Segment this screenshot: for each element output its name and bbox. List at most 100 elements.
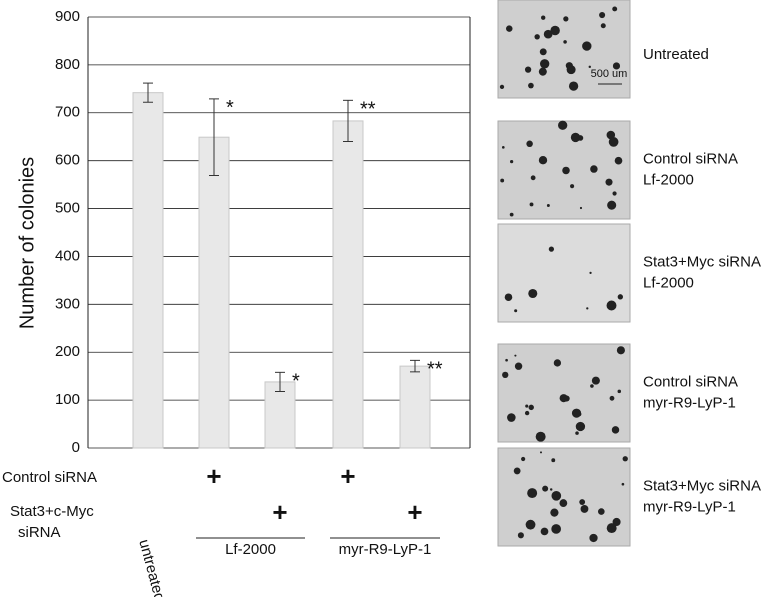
treatment-mark: + <box>340 461 355 491</box>
y-tick-label: 500 <box>55 200 80 217</box>
colony <box>579 206 583 210</box>
y-tick-label: 300 <box>55 295 80 312</box>
y-tick-label: 900 <box>55 8 80 25</box>
colony <box>538 67 547 76</box>
treatment-label: Stat3+c-Myc <box>10 503 94 520</box>
colony <box>499 84 505 90</box>
colony <box>541 15 546 20</box>
colony <box>510 159 514 164</box>
micrograph <box>497 0 631 99</box>
colony <box>525 404 529 408</box>
y-tick-label: 100 <box>55 391 80 408</box>
y-axis-label: Number of colonies <box>16 157 38 329</box>
error-bar <box>209 98 219 177</box>
y-tick-label: 400 <box>55 247 80 264</box>
colony <box>606 523 617 534</box>
colony <box>612 62 621 70</box>
colony <box>539 59 550 69</box>
colony <box>582 41 592 51</box>
significance: ** <box>427 359 443 381</box>
panel-label: Stat3+Myc siRNA <box>643 477 761 494</box>
error-bar <box>275 371 285 392</box>
colony <box>612 6 618 12</box>
panel-label: Stat3+Myc siRNA <box>643 253 761 270</box>
colony <box>563 40 567 44</box>
colony <box>538 156 548 165</box>
y-tick-label: 200 <box>55 343 80 360</box>
significance: * <box>226 97 234 119</box>
colony <box>600 23 606 29</box>
colony <box>558 120 568 130</box>
colony <box>502 371 509 379</box>
colony <box>524 410 530 416</box>
significance: * <box>292 371 300 393</box>
group-label: myr-R9-LyP-1 <box>339 541 432 558</box>
bar <box>132 92 164 449</box>
colony <box>529 202 534 207</box>
colony <box>599 12 606 19</box>
colony <box>550 508 559 517</box>
colony <box>521 456 526 462</box>
treatment-mark: + <box>272 497 287 527</box>
treatment-mark: + <box>206 461 221 491</box>
micrograph <box>497 343 631 443</box>
colony <box>528 404 534 411</box>
colony <box>617 389 622 394</box>
colony <box>621 482 625 486</box>
colony <box>598 508 605 515</box>
colony <box>548 246 555 252</box>
colony <box>546 204 550 207</box>
panel-label: Lf-2000 <box>643 171 694 188</box>
colony <box>549 488 553 491</box>
colony <box>571 408 582 418</box>
colony <box>568 81 579 91</box>
panel-label: Control siRNA <box>643 150 738 167</box>
bar <box>198 136 230 449</box>
colony <box>509 212 514 217</box>
colony <box>562 166 570 175</box>
colony <box>609 395 615 401</box>
treatment-mark: + <box>407 497 422 527</box>
colony <box>606 300 617 311</box>
colony <box>528 288 538 299</box>
colony <box>534 34 540 40</box>
y-tick-label: 600 <box>55 152 80 169</box>
colony <box>551 491 562 501</box>
colony <box>617 294 624 300</box>
error-bar <box>143 82 153 103</box>
colony <box>591 376 600 385</box>
colony <box>586 307 589 310</box>
colony <box>607 200 617 210</box>
colony <box>589 533 598 543</box>
colony <box>507 413 516 422</box>
y-tick-label: 700 <box>55 104 80 121</box>
scale-label: 500 um <box>591 68 628 80</box>
colony <box>575 431 579 435</box>
panel-label: Lf-2000 <box>643 274 694 291</box>
colony <box>542 485 549 492</box>
colony <box>566 65 576 75</box>
colony <box>539 451 543 454</box>
error-bar <box>410 359 420 373</box>
colony <box>570 132 581 143</box>
colony <box>575 421 586 432</box>
y-tick-label: 0 <box>72 439 80 456</box>
y-tick-label: 800 <box>55 56 80 73</box>
colony <box>590 384 594 388</box>
colony <box>550 25 560 36</box>
colony <box>501 146 505 149</box>
colony <box>570 184 575 189</box>
colony <box>551 524 562 534</box>
colony <box>514 354 517 357</box>
colony <box>504 293 513 302</box>
colony <box>608 137 619 147</box>
colony <box>614 156 623 165</box>
colony <box>611 426 620 434</box>
colony <box>588 65 591 69</box>
colony <box>539 48 547 56</box>
bar <box>332 120 364 449</box>
x-tick-label: untreated <box>135 538 168 597</box>
colony <box>514 362 523 370</box>
colony <box>590 165 598 173</box>
treatment-label: Control siRNA <box>2 469 97 486</box>
